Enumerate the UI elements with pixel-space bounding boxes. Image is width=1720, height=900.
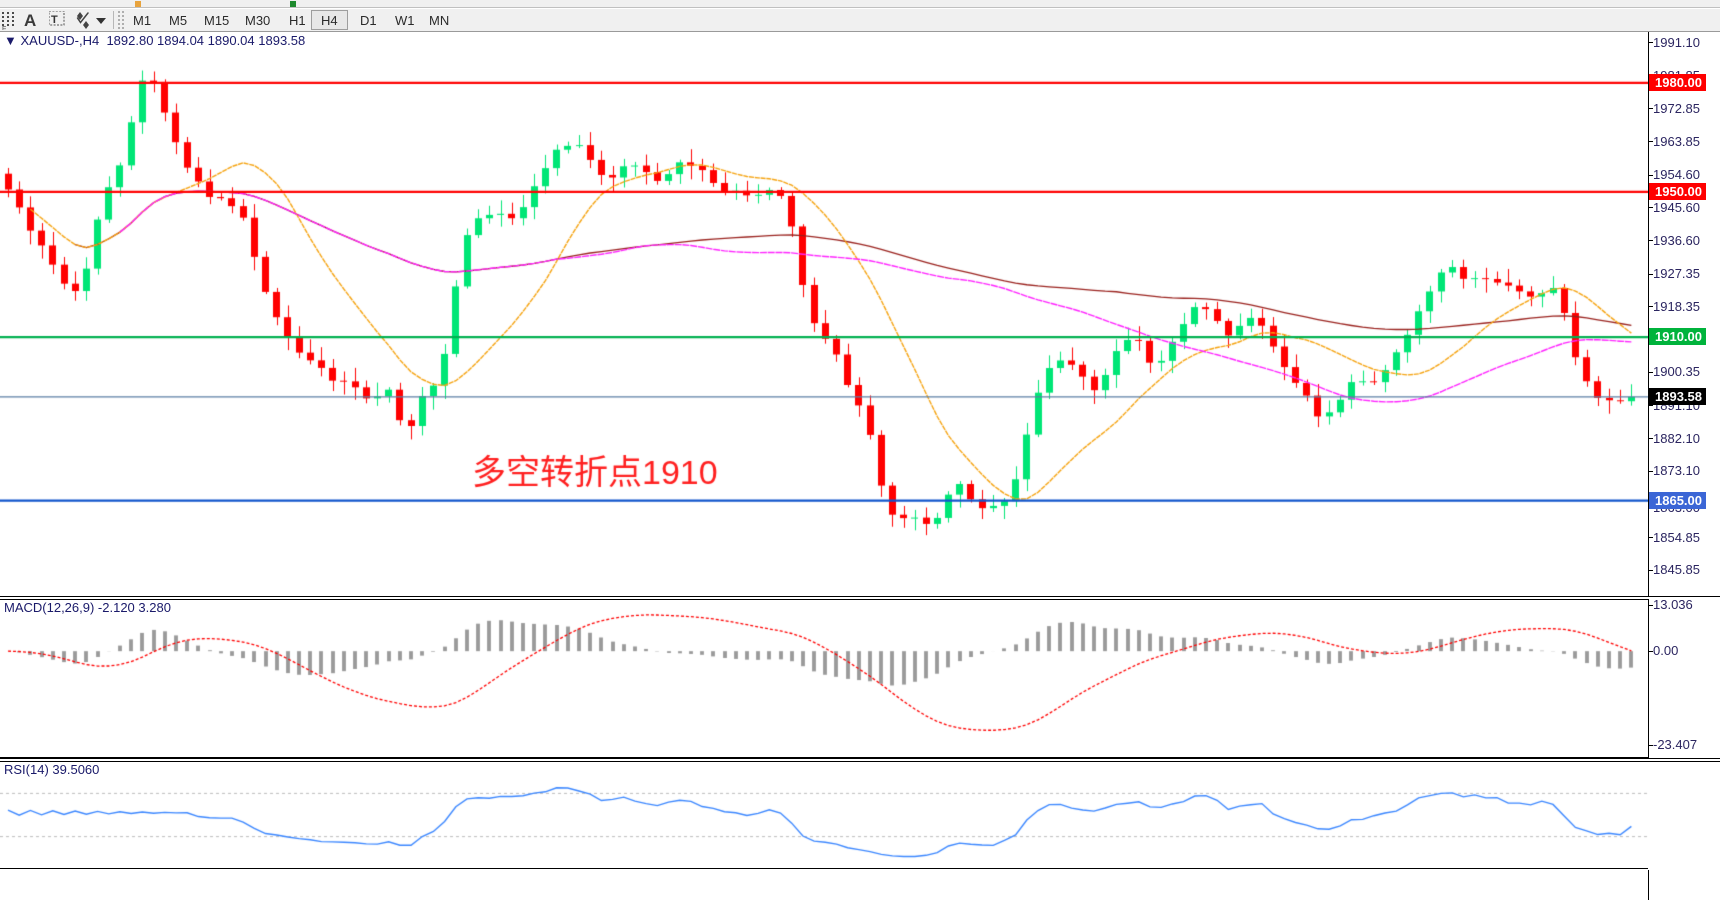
svg-text:F: F — [2, 26, 6, 30]
svg-text:T: T — [51, 14, 58, 26]
